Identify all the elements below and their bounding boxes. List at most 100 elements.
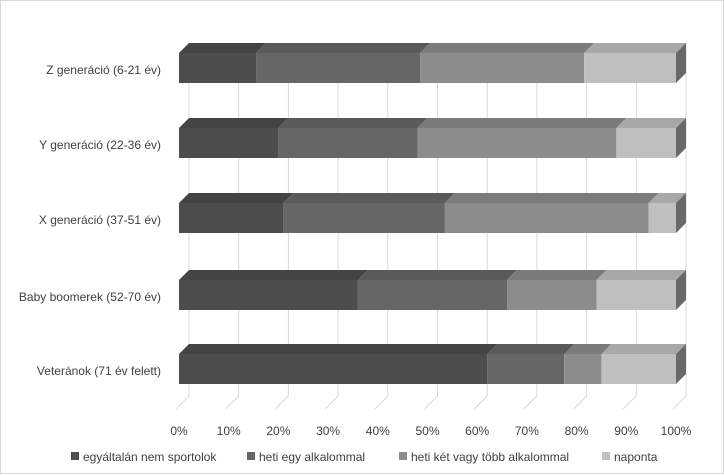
legend-label: naponta: [614, 450, 658, 464]
legend-item-heti-ket-vagy-tobb-alkalommal: heti két vagy több alkalommal: [399, 450, 569, 464]
bar-segment: [420, 43, 595, 83]
bar-segment: [616, 118, 686, 158]
bar-row-veteranok-71-ev-felett: [179, 344, 686, 384]
bar-top-face: [596, 270, 686, 280]
bar-row-z-generacio-6-21-ev: [179, 43, 686, 83]
bar-side-face: [676, 43, 686, 83]
bar-top-face: [507, 270, 607, 280]
legend: egyáltalán nem sportolok heti egy alkalom…: [71, 450, 658, 464]
bar-top-face: [420, 43, 595, 53]
legend-swatch: [71, 452, 79, 460]
legend-item-egyaltalan-nem-sportolok: egyáltalán nem sportolok: [71, 450, 217, 464]
bar-top-face: [444, 193, 659, 203]
x-tick-label: 50%: [415, 424, 439, 438]
bar-top-face: [417, 118, 627, 128]
bar-front-face: [179, 128, 279, 158]
bar-top-face: [179, 118, 289, 128]
category-label: Baby boomerek (52-70 év): [19, 290, 161, 304]
x-tick-label: 100%: [661, 424, 692, 438]
x-tick-label: 70%: [515, 424, 539, 438]
category-label: X generáció (37-51 év): [39, 213, 161, 227]
bar-side-face: [676, 344, 686, 384]
gridline-floor: [374, 395, 389, 410]
bar-row-baby-boomerek-52-70-ev: [179, 270, 686, 310]
bar-side-face: [676, 193, 686, 233]
x-tick-label: 0%: [170, 424, 188, 438]
bar-segment: [179, 270, 368, 310]
bar-front-face: [256, 53, 421, 83]
bar-top-face: [283, 193, 455, 203]
bars: [179, 43, 686, 384]
bar-segment: [601, 344, 686, 384]
bar-segment: [179, 193, 294, 233]
x-tick-label: 10%: [217, 424, 241, 438]
x-tick-label: 20%: [266, 424, 290, 438]
bar-front-face: [179, 280, 358, 310]
bar-segment: [507, 270, 607, 310]
bar-segment: [596, 270, 686, 310]
bar-top-face: [256, 43, 431, 53]
gridline-floor: [175, 395, 190, 410]
bar-top-face: [584, 43, 686, 53]
legend-item-naponta: naponta: [602, 450, 658, 464]
x-tick-label: 30%: [316, 424, 340, 438]
gridline-floor: [622, 395, 637, 410]
bar-top-face: [179, 344, 498, 354]
bar-segment: [648, 193, 686, 233]
gridline-floor: [324, 395, 339, 410]
gridline-floor: [573, 395, 587, 410]
bar-segment: [278, 118, 428, 158]
bar-segment: [357, 270, 518, 310]
bar-front-face: [507, 280, 597, 310]
category-labels: Z generáció (6-21 év) Y generáció (22-36 …: [19, 63, 161, 378]
gridline-floor: [275, 395, 289, 410]
category-label: Veteránok (71 év felett): [37, 364, 161, 378]
bar-front-face: [420, 53, 585, 83]
bar-front-face: [444, 203, 649, 233]
bar-top-face: [616, 118, 686, 128]
bar-segment: [487, 344, 575, 384]
bar-top-face: [179, 193, 294, 203]
x-axis-tick-labels: 0% 10% 20% 30% 40% 50% 60% 70% 80% 90% 100%: [170, 424, 691, 438]
gridline-floor: [672, 395, 687, 410]
legend-swatch: [247, 452, 255, 460]
legend-item-heti-egy-alkalommal: heti egy alkalommal: [247, 450, 365, 464]
bar-top-face: [179, 270, 368, 280]
x-tick-label: 90%: [614, 424, 638, 438]
bar-top-face: [564, 344, 612, 354]
bar-front-face: [584, 53, 676, 83]
bar-top-face: [357, 270, 518, 280]
bar-top-face: [648, 193, 686, 203]
bar-front-face: [179, 53, 257, 83]
bar-front-face: [648, 203, 676, 233]
bar-segment: [256, 43, 431, 83]
bar-side-face: [676, 270, 686, 310]
bar-front-face: [601, 354, 676, 384]
gridline-floor: [523, 395, 538, 410]
legend-swatch: [399, 452, 407, 460]
bar-segment: [444, 193, 659, 233]
gridline-floor: [473, 395, 488, 410]
bar-segment: [584, 43, 686, 83]
bar-front-face: [487, 354, 565, 384]
bar-front-face: [596, 280, 676, 310]
category-label: Y generáció (22-36 év): [39, 138, 161, 152]
x-tick-label: 80%: [565, 424, 589, 438]
bar-row-y-generacio-22-36-ev: [179, 118, 686, 158]
bar-side-face: [676, 118, 686, 158]
bar-top-face: [601, 344, 686, 354]
bar-front-face: [278, 128, 418, 158]
bar-front-face: [283, 203, 445, 233]
bar-row-x-generacio-37-51-ev: [179, 193, 686, 233]
gridline-floor: [424, 395, 438, 410]
legend-label: heti két vagy több alkalommal: [411, 450, 569, 464]
bar-segment: [179, 118, 289, 158]
category-label: Z generáció (6-21 év): [46, 63, 161, 77]
bar-front-face: [179, 203, 284, 233]
bar-front-face: [179, 354, 488, 384]
bar-segment: [417, 118, 627, 158]
legend-label: egyáltalán nem sportolok: [83, 450, 217, 464]
bar-top-face: [179, 43, 267, 53]
